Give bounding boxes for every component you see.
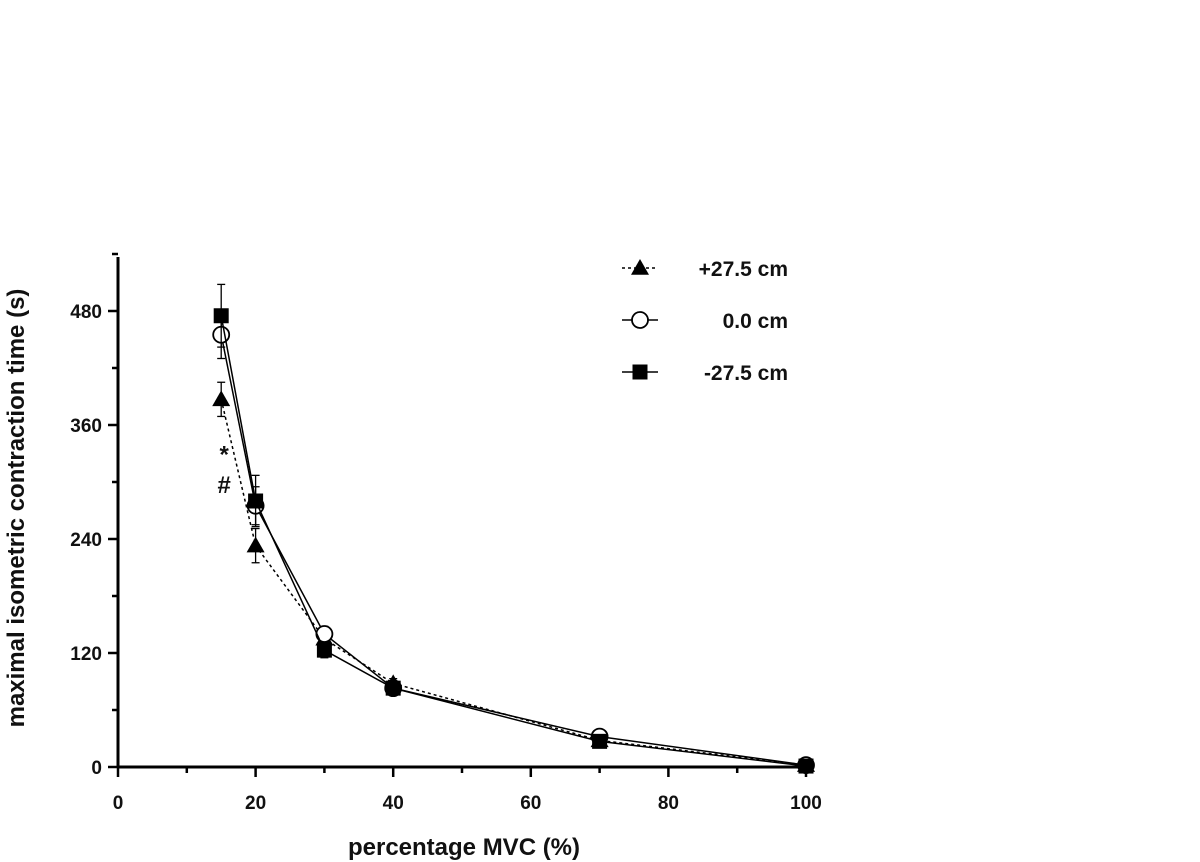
y-tick-label: 240 [70,530,102,551]
legend: +27.5 cm 0.0 cm -27.5 cm [622,258,788,385]
significance-mark: * [220,442,230,469]
series-0 [212,381,815,772]
series-line [220,315,807,767]
series-2 [213,283,814,774]
legend-label: 0.0 cm [723,310,788,333]
y-tick-label: 360 [70,416,102,437]
plot-area [212,283,815,774]
legend-label: -27.5 cm [704,362,788,385]
data-point [385,680,401,696]
x-tick-label: 100 [790,793,822,814]
x-tick-label: 60 [520,793,541,814]
legend-item: -27.5 cm [622,362,788,385]
data-point [248,493,264,509]
data-point [592,733,608,749]
legend-marker [632,364,648,380]
legend-marker [631,311,649,329]
data-point [246,536,265,553]
x-tick-label: 40 [383,793,404,814]
y-tick-label: 480 [70,302,102,323]
legend-label: +27.5 cm [699,258,788,281]
data-point [798,758,814,774]
x-tick-label: 0 [113,793,124,814]
legend-item: +27.5 cm [622,258,788,281]
x-axis-title: percentage MVC (%) [348,834,580,861]
axes: 0 20 40 60 80 100 0 120 240 360 480 percentage MVC … [3,252,822,861]
data-point [213,308,229,324]
significance-mark: # [218,472,231,499]
legend-item: 0.0 cm [622,310,788,333]
x-tick-label: 20 [245,793,266,814]
x-tick-label: 80 [658,793,679,814]
y-tick-label: 120 [70,644,102,665]
annotations: *# [218,442,231,499]
y-tick-label: 0 [91,758,102,779]
y-axis-title: maximal isometric contraction time (s) [3,289,30,728]
data-point [316,642,332,658]
legend-marker [631,259,649,275]
data-point [212,390,231,407]
series-line [220,399,807,766]
series-line [220,334,807,766]
